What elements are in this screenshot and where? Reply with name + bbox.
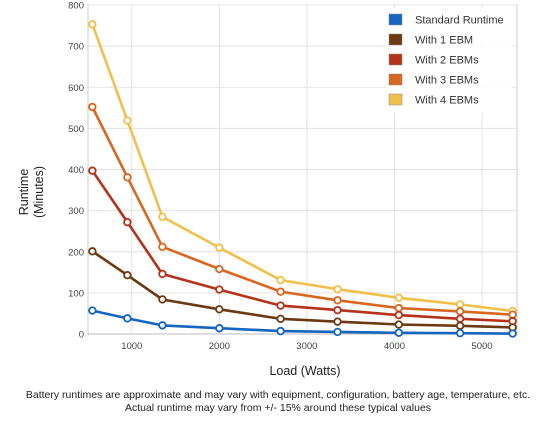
data-point: [158, 212, 167, 221]
y-tick-label: 600: [68, 83, 84, 94]
y-tick-label: 700: [68, 42, 84, 53]
data-point: [88, 306, 97, 315]
data-point: [88, 166, 97, 175]
data-point: [123, 314, 132, 323]
data-point: [88, 247, 97, 256]
y-axis-title-line1: Runtime: [17, 169, 31, 216]
x-tick-label: 4000: [384, 341, 405, 352]
data-point: [276, 275, 285, 285]
legend-label: Standard Runtime: [415, 15, 504, 27]
data-point: [158, 269, 167, 279]
y-tick-label: 0: [79, 330, 84, 341]
data-point: [123, 116, 132, 125]
legend-background: [386, 8, 512, 112]
data-point: [394, 320, 404, 329]
legend-swatch: [388, 33, 403, 46]
data-point: [215, 324, 224, 333]
data-point: [276, 287, 285, 296]
legend-swatch: [388, 13, 403, 26]
data-point: [394, 293, 404, 303]
chart-svg: 1000 2000 3000 4000 5000 0 100 200 300 400 500 600…: [17, 0, 518, 378]
data-point: [123, 217, 132, 227]
data-point: [123, 173, 132, 182]
data-point: [455, 300, 465, 309]
data-point: [455, 307, 465, 316]
data-point: [158, 242, 167, 252]
footnote-line-2: Actual runtime may vary from +/- 15% aro…: [124, 401, 432, 414]
y-axis-ticks: 0 100 200 300 400 500 600 700 800: [68, 1, 84, 341]
legend-label: With 2 EBMs: [415, 55, 479, 67]
x-tick-label: 5000: [471, 341, 492, 352]
data-point: [508, 329, 517, 338]
legend-label: With 1 EBM: [415, 35, 473, 47]
x-tick-label: 2000: [209, 341, 230, 352]
legend-swatch: [388, 53, 403, 66]
x-tick-label: 1000: [121, 341, 142, 352]
footnote: Battery runtimes are approximate and may…: [0, 389, 556, 414]
series-standard-runtime: [88, 306, 517, 338]
legend: Standard Runtime With 1 EBM With 2 EBMs Wit…: [386, 8, 512, 112]
legend-label: With 3 EBMs: [415, 75, 479, 87]
data-point: [333, 284, 342, 294]
data-point: [215, 305, 224, 314]
series-with-3-ebms: [88, 102, 517, 319]
data-point: [215, 264, 224, 274]
series-with-2-ebms: [88, 166, 517, 326]
y-tick-label: 400: [68, 165, 84, 176]
data-point: [158, 321, 167, 330]
data-point: [215, 243, 224, 252]
data-point: [455, 314, 465, 323]
data-point: [276, 301, 285, 310]
data-point: [276, 326, 285, 336]
data-point: [455, 321, 465, 330]
y-tick-label: 500: [68, 124, 84, 135]
data-point: [123, 270, 132, 280]
data-point: [394, 310, 404, 320]
y-tick-label: 300: [68, 206, 84, 217]
data-point: [394, 328, 404, 337]
data-point: [508, 310, 517, 319]
data-point: [158, 295, 167, 304]
x-axis-ticks: 1000 2000 3000 4000 5000: [121, 341, 492, 352]
data-point: [215, 285, 224, 294]
data-point: [88, 102, 97, 112]
legend-swatch: [388, 93, 403, 106]
series-lines: [88, 20, 517, 338]
x-tick-label: 3000: [296, 341, 317, 352]
data-point: [276, 314, 285, 323]
y-tick-label: 200: [68, 247, 84, 258]
data-point: [394, 303, 404, 313]
series-with-1-ebm: [88, 247, 517, 332]
legend-label: With 4 EBMs: [415, 95, 479, 107]
data-point: [333, 317, 342, 326]
data-point: [333, 327, 342, 337]
data-point: [333, 296, 342, 305]
data-point: [333, 305, 342, 315]
data-point: [88, 20, 97, 29]
x-axis-title: Load (Watts): [269, 364, 340, 378]
legend-swatch: [388, 73, 403, 86]
data-point: [455, 328, 465, 338]
y-tick-label: 100: [68, 288, 84, 299]
y-tick-label: 800: [68, 1, 84, 12]
footnote-line-1: Battery runtimes are approximate and may…: [25, 389, 531, 401]
y-axis-title-line2: (Minutes): [32, 166, 46, 218]
